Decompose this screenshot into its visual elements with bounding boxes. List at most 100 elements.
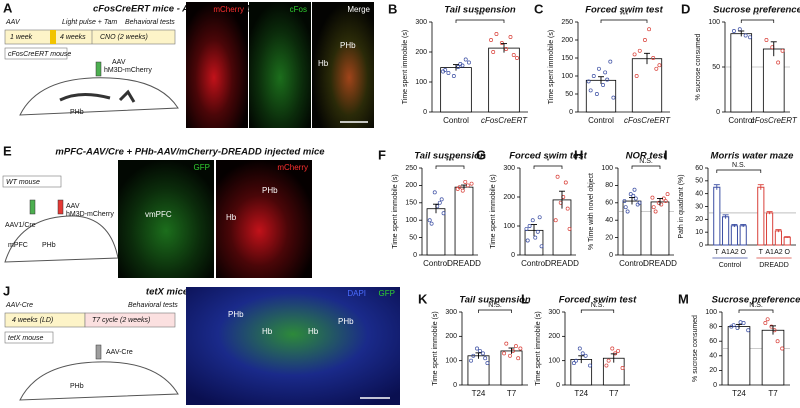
data-point — [515, 56, 519, 60]
timeline-label: CNO (2 weeks) — [100, 34, 148, 41]
panel-letter: E — [3, 143, 12, 158]
data-point — [469, 358, 474, 363]
brain-structure — [59, 89, 136, 103]
data-point — [665, 192, 670, 197]
bar — [761, 329, 785, 386]
panel-letter: K — [418, 291, 428, 306]
chart-title: Morris water maze — [711, 151, 795, 162]
chart-title: Sucrose preference — [712, 295, 800, 306]
chart-title: Forced swim test — [559, 295, 637, 306]
bar — [774, 230, 782, 246]
virus-label: AAV — [112, 59, 126, 66]
data-point — [441, 69, 445, 74]
panel-letter: H — [574, 147, 583, 162]
x-tick-label: O — [740, 249, 746, 256]
data-point — [634, 74, 639, 78]
image-label: Merge — [347, 5, 370, 14]
bar — [757, 186, 765, 246]
data-point — [731, 29, 736, 33]
panel-letter: I — [664, 147, 668, 162]
y-tick-label: 0 — [423, 109, 427, 116]
data-point — [481, 351, 485, 356]
bar — [488, 47, 520, 113]
image-label: Hb — [262, 327, 273, 336]
significance-bracket — [600, 19, 648, 23]
x-tick-label: DREADD — [447, 259, 481, 268]
image-label: vmPFC — [145, 210, 172, 219]
micrograph — [312, 2, 374, 128]
data-point — [651, 56, 656, 60]
x-tick-label: T7 — [768, 389, 778, 398]
y-tick-label: 40 — [709, 353, 717, 360]
y-tick-label: 0 — [713, 382, 717, 389]
virus-label: hM3D-mCherry — [104, 67, 152, 74]
syringe — [57, 199, 64, 215]
x-tick-label: A1 — [721, 249, 730, 256]
y-tick-label: 200 — [415, 49, 427, 56]
x-tick-label: Control — [588, 116, 614, 125]
data-point — [451, 74, 456, 78]
mouse-label: tetX mouse — [8, 335, 44, 342]
x-tick-label: A1 — [765, 249, 774, 256]
data-point — [514, 344, 518, 349]
virus-label: AAV1/Cre — [5, 222, 36, 229]
y-tick-label: 100 — [601, 165, 613, 172]
mouse-box — [4, 331, 54, 344]
data-point — [651, 205, 656, 210]
y-tick-label: 80 — [605, 182, 613, 189]
y-tick-label: 200 — [405, 182, 417, 189]
x-tick-label: T7 — [507, 389, 517, 398]
data-point — [591, 74, 596, 78]
bar — [631, 58, 663, 113]
image-label: mCherry — [277, 163, 308, 172]
x-tick-label: T — [715, 249, 720, 256]
image-label: PHb — [262, 186, 278, 195]
data-point — [565, 206, 570, 211]
micrograph — [216, 160, 312, 278]
bar — [585, 79, 617, 113]
y-tick-label: 250 — [561, 19, 573, 26]
data-point — [527, 224, 532, 228]
data-point — [632, 52, 637, 57]
y-tick-label: 200 — [548, 333, 560, 340]
significance-label: N.S. — [749, 302, 763, 309]
panel-letter: A — [3, 0, 13, 15]
data-point — [456, 65, 461, 69]
data-point — [530, 218, 535, 223]
data-point — [471, 353, 476, 358]
data-point — [635, 202, 640, 207]
data-point — [650, 195, 655, 200]
data-point — [764, 38, 769, 42]
region-label: PHb — [70, 109, 84, 116]
micrograph — [249, 2, 311, 128]
bar — [730, 225, 738, 246]
y-tick-label: 250 — [405, 165, 417, 172]
panel-letter: D — [681, 1, 690, 16]
y-tick-label: 30 — [695, 203, 703, 210]
y-tick-label: 100 — [445, 358, 457, 365]
y-tick-label: 0 — [609, 252, 613, 259]
timeline-label: 4 weeks (LD) — [12, 317, 53, 324]
y-tick-label: 80 — [709, 323, 717, 330]
y-axis-label: Time spent immobile (s) — [548, 30, 555, 104]
bar — [762, 48, 785, 113]
panel-letter: B — [388, 1, 397, 16]
x-tick-label: Control — [443, 116, 469, 125]
bar — [467, 355, 490, 386]
timeline-label: Behavioral tests — [128, 302, 178, 309]
y-tick-label: 0 — [699, 242, 703, 249]
significance-label: N.S. — [732, 162, 746, 169]
y-axis-label: Time spent immobile (s) — [490, 174, 497, 248]
y-tick-label: 50 — [712, 64, 720, 71]
x-tick-label: DREADD — [545, 259, 579, 268]
group-label: Control — [719, 262, 742, 269]
y-tick-label: 300 — [503, 165, 515, 172]
data-point — [596, 66, 601, 71]
data-point — [601, 83, 606, 87]
data-point — [535, 229, 540, 234]
data-point — [628, 192, 633, 197]
y-tick-label: 40 — [605, 217, 613, 224]
region-label: mPFC — [8, 242, 28, 249]
micrograph — [118, 160, 214, 278]
image-label: PHb — [338, 317, 354, 326]
